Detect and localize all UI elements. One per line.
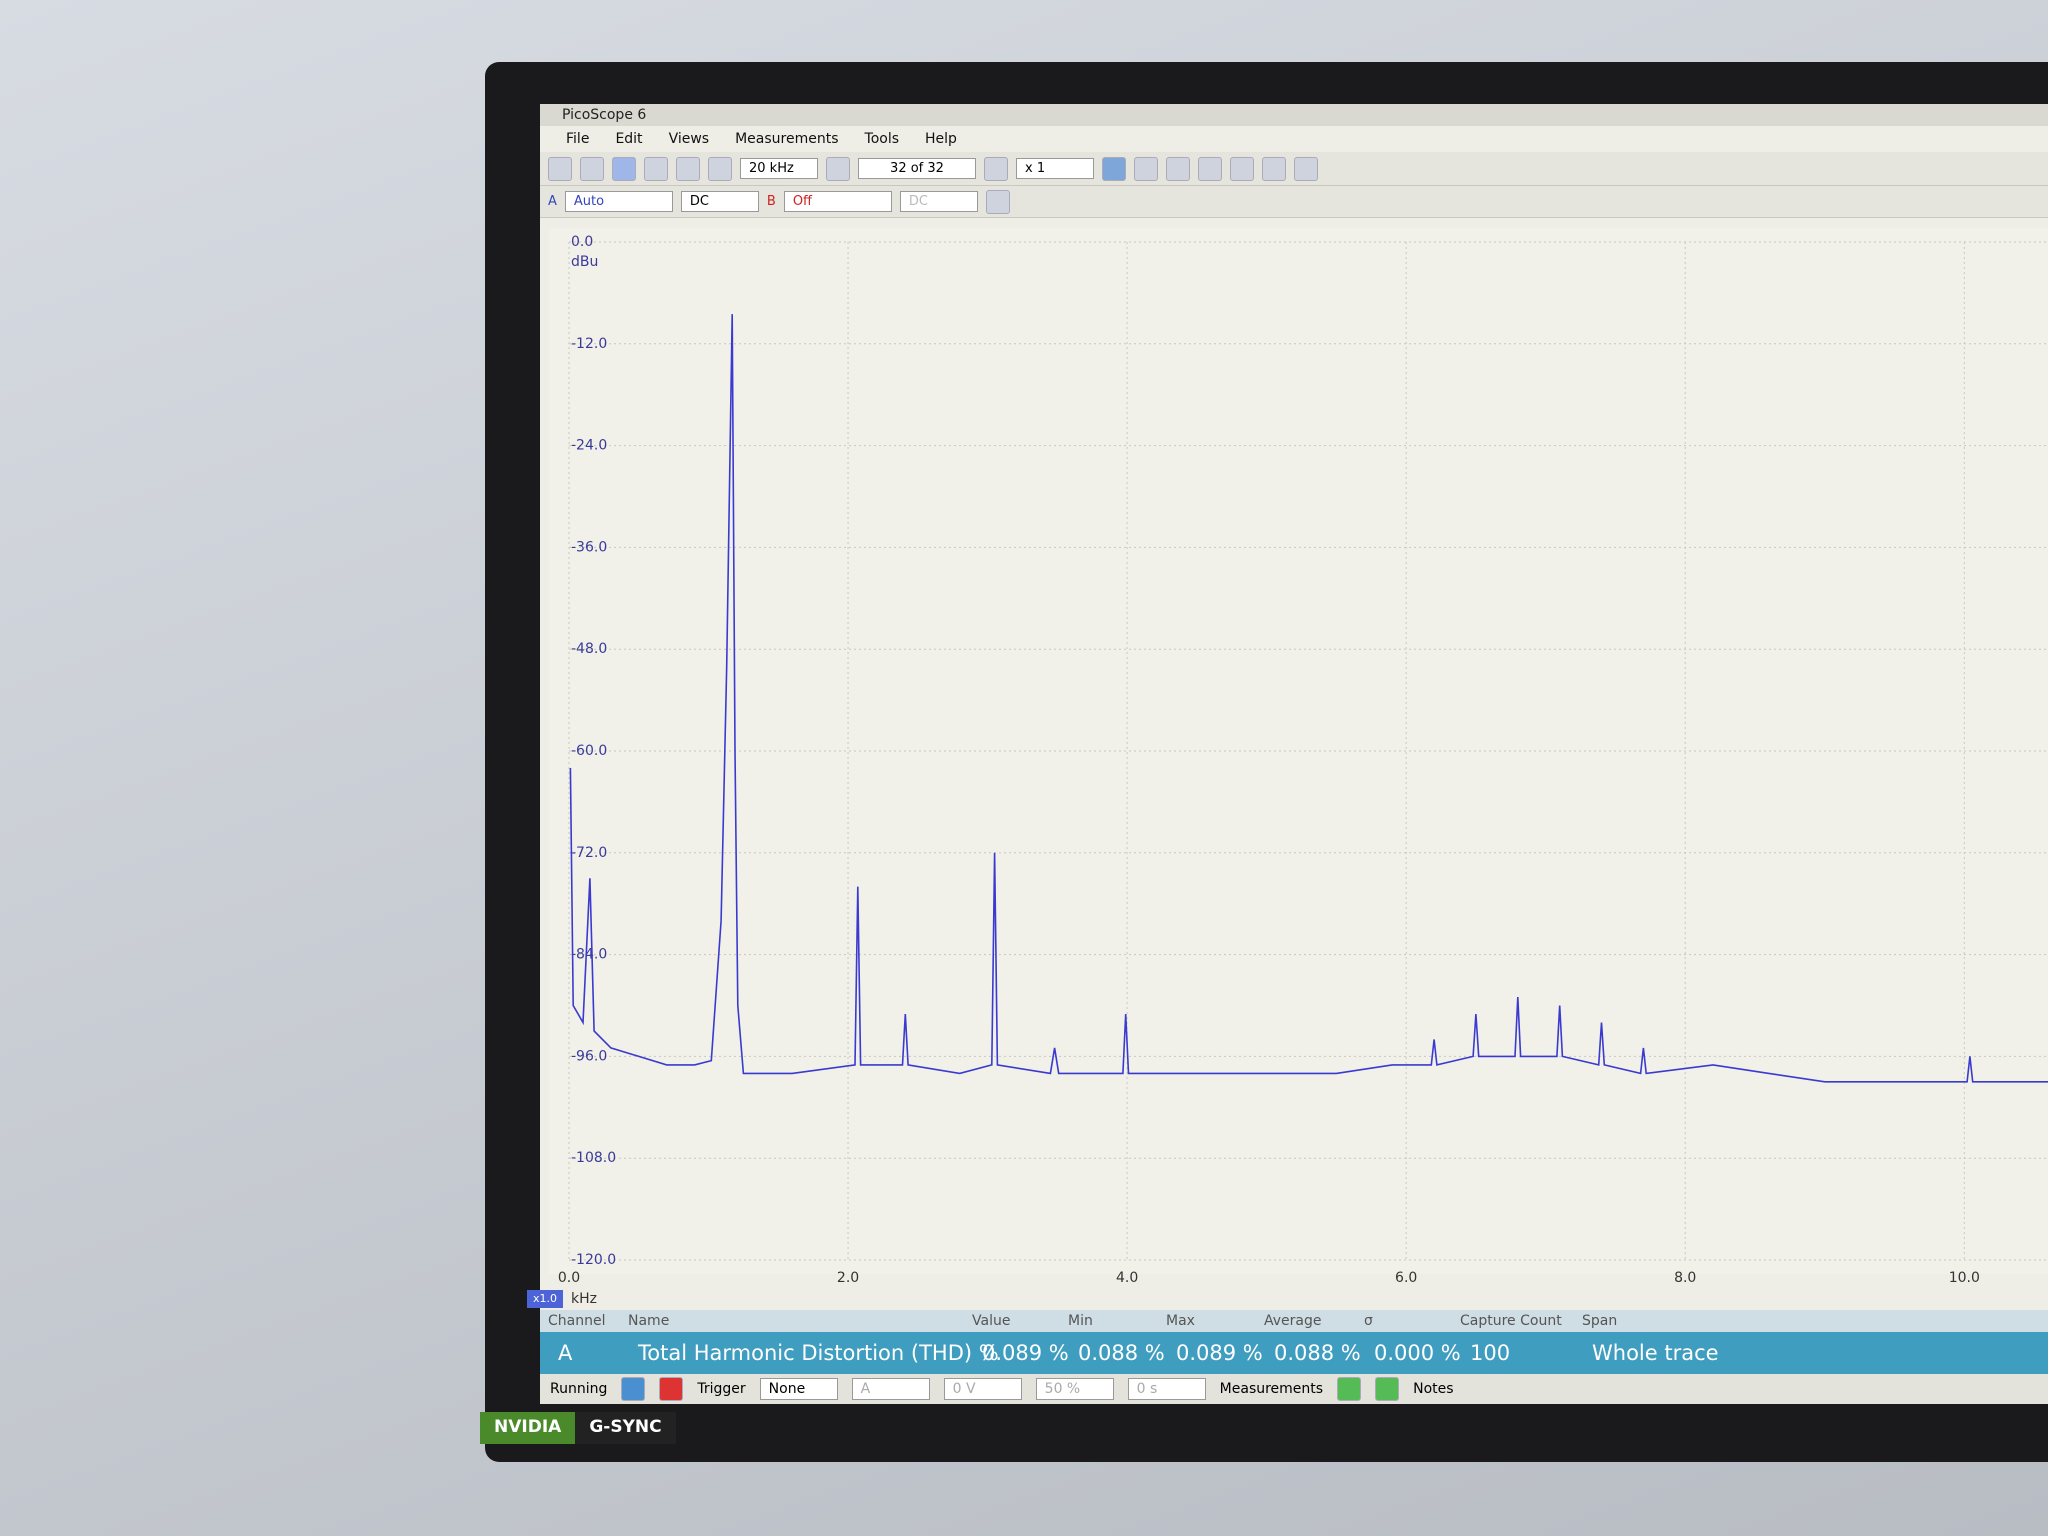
menu-item[interactable]: Help xyxy=(925,131,957,147)
y-tick-label: -72.0 xyxy=(571,845,607,861)
menu-bar: File Edit Views Measurements Tools Help xyxy=(540,126,2048,152)
range-b-select[interactable]: Off xyxy=(783,191,892,212)
buffer-select[interactable]: 32 of 32 xyxy=(858,158,976,179)
persist-button[interactable] xyxy=(580,156,604,181)
table-cell: 0.000 % xyxy=(1374,1341,1461,1365)
hand-tool[interactable] xyxy=(1134,156,1158,181)
y-tick-label: -96.0 xyxy=(571,1048,607,1064)
table-cell: 0.088 % xyxy=(1274,1341,1361,1365)
x-scale: x1.0 xyxy=(533,1292,557,1305)
x-tick-label: 4.0 xyxy=(1116,1270,1138,1286)
trigger-position[interactable]: 50 % xyxy=(1035,1378,1114,1400)
next-button[interactable] xyxy=(826,156,850,181)
column-header: Value xyxy=(972,1313,1011,1329)
menu-item[interactable]: Measurements xyxy=(735,131,839,147)
y-tick-label: 0.0 xyxy=(571,234,593,250)
spectrum-button[interactable] xyxy=(612,156,636,181)
brand-label: NVIDIA xyxy=(480,1412,576,1444)
timebase-select[interactable]: 20 kHz xyxy=(740,158,818,179)
table-cell: A xyxy=(558,1341,573,1365)
plot-area xyxy=(549,228,2048,1274)
column-header: Capture Count xyxy=(1460,1313,1562,1329)
y-tick-label: -120.0 xyxy=(571,1252,616,1268)
x-tick-label: 10.0 xyxy=(1949,1270,1980,1286)
run-state: Running xyxy=(550,1381,608,1397)
x-tick-label: 2.0 xyxy=(837,1270,859,1286)
column-header: σ xyxy=(1364,1313,1373,1329)
title-bar: PicoScope 6 xyxy=(540,104,2048,126)
channel-toolbar: A Auto DC B Off DC xyxy=(540,186,2048,218)
x-tick-label: 0.0 xyxy=(558,1270,580,1286)
y-tick-label: -48.0 xyxy=(571,641,607,657)
math-button[interactable] xyxy=(985,189,1010,214)
pointer-tool[interactable] xyxy=(1102,156,1126,181)
start-button[interactable] xyxy=(621,1377,646,1401)
coupling-b-select[interactable]: DC xyxy=(899,191,978,212)
trigger-channel[interactable]: A xyxy=(851,1378,930,1400)
table-cell: 100 xyxy=(1470,1341,1511,1365)
undo-zoom[interactable] xyxy=(1262,156,1286,181)
toolbar: 20 kHz 32 of 32 x 1 xyxy=(540,152,2048,186)
spectrum-options[interactable] xyxy=(644,156,668,181)
table-cell: 0.089 % xyxy=(1176,1341,1263,1365)
probe-button[interactable] xyxy=(676,156,700,181)
bezel-badge: NVIDIA G-SYNC xyxy=(480,1412,676,1444)
menu-item[interactable]: File xyxy=(566,131,590,147)
zoom-fit[interactable] xyxy=(1294,156,1318,181)
zoom-tool[interactable] xyxy=(1166,156,1190,181)
zoom-select[interactable]: x 1 xyxy=(1016,158,1094,179)
measurements-table: Channel Name Value Min Max Average σ Capture Co… xyxy=(540,1310,2048,1374)
table-cell: 0.088 % xyxy=(1078,1341,1165,1365)
y-tick-label: -60.0 xyxy=(571,743,607,759)
table-cell: Whole trace xyxy=(1592,1341,1719,1365)
menu-item[interactable]: Edit xyxy=(615,131,643,147)
y-tick-label: -24.0 xyxy=(571,438,607,454)
sync-label: G-SYNC xyxy=(575,1412,676,1444)
add-measurement[interactable] xyxy=(1337,1377,1362,1401)
measurements-label: Measurements xyxy=(1219,1381,1324,1397)
y-tick-label: -12.0 xyxy=(571,336,607,352)
menu-item[interactable]: Tools xyxy=(864,131,900,147)
y-tick-label: -108.0 xyxy=(571,1150,616,1166)
spectrum-trace xyxy=(569,314,2048,1083)
range-a-select[interactable]: Auto xyxy=(564,191,673,212)
column-header: Channel xyxy=(548,1313,606,1329)
trigger-level[interactable]: 0 V xyxy=(943,1378,1022,1400)
next-button[interactable] xyxy=(984,156,1008,181)
trigger-delay[interactable]: 0 s xyxy=(1127,1378,1206,1400)
home-button[interactable] xyxy=(708,156,732,181)
column-header: Max xyxy=(1166,1313,1195,1329)
trigger-select[interactable]: None xyxy=(759,1378,838,1400)
table-cell: Total Harmonic Distortion (THD) % xyxy=(638,1341,999,1365)
column-header: Average xyxy=(1264,1313,1322,1329)
x-unit: kHz xyxy=(571,1291,597,1307)
y-tick-label: -36.0 xyxy=(571,539,607,555)
status-bar: Running Trigger None A 0 V 50 % 0 s Meas… xyxy=(540,1374,2048,1404)
x-tick-label: 8.0 xyxy=(1674,1270,1696,1286)
remove-measurement[interactable] xyxy=(1375,1377,1400,1401)
coupling-a-select[interactable]: DC xyxy=(680,191,759,212)
channel-b-label: B xyxy=(766,194,776,209)
table-row[interactable]: A Total Harmonic Distortion (THD) % 0.089 … xyxy=(540,1332,2048,1374)
x-scale-box xyxy=(527,1290,563,1308)
table-cell: 0.089 % xyxy=(982,1341,1069,1365)
table-header: Channel Name Value Min Max Average σ Capture Co… xyxy=(540,1310,2048,1332)
channel-a-label: A xyxy=(548,194,557,209)
y-tick-label: -84.0 xyxy=(571,947,607,963)
column-header: Name xyxy=(628,1313,670,1329)
y-unit: dBu xyxy=(571,254,598,270)
trigger-label: Trigger xyxy=(697,1381,746,1397)
menu-item[interactable]: Views xyxy=(668,131,710,147)
column-header: Min xyxy=(1068,1313,1093,1329)
notes-label: Notes xyxy=(1413,1381,1454,1397)
x-tick-label: 6.0 xyxy=(1395,1270,1417,1286)
stop-button[interactable] xyxy=(659,1377,684,1401)
zoom-out[interactable] xyxy=(1230,156,1254,181)
scope-button[interactable] xyxy=(548,156,572,181)
column-header: Span xyxy=(1582,1313,1618,1329)
zoom-in[interactable] xyxy=(1198,156,1222,181)
